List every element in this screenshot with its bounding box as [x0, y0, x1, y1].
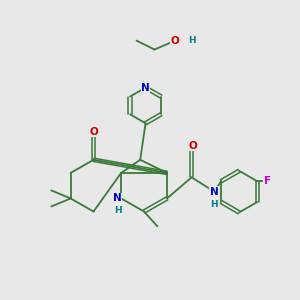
- Text: N: N: [113, 194, 122, 203]
- Text: N: N: [141, 82, 150, 93]
- Text: F: F: [264, 176, 271, 186]
- Text: O: O: [89, 127, 98, 136]
- Text: O: O: [171, 36, 180, 46]
- Text: H: H: [210, 200, 218, 208]
- Text: H: H: [188, 36, 196, 45]
- Text: N: N: [210, 187, 219, 196]
- Text: H: H: [114, 206, 122, 215]
- Text: O: O: [189, 141, 197, 151]
